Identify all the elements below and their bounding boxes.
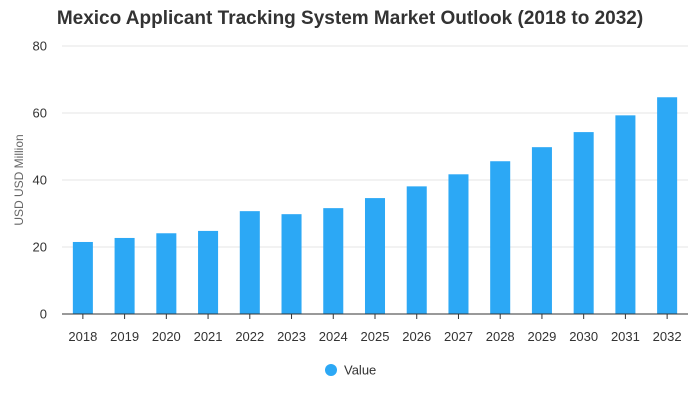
bar-2026[interactable] (406, 186, 427, 314)
bar-2019[interactable] (114, 237, 135, 314)
x-tick-label: 2022 (235, 329, 264, 344)
x-tick-label: 2030 (569, 329, 598, 344)
y-tick-label: 80 (33, 39, 47, 54)
bars (72, 97, 678, 314)
legend-label: Value (344, 363, 376, 378)
x-tick-label: 2029 (527, 329, 556, 344)
bar-2018[interactable] (72, 241, 93, 314)
legend-swatch (325, 364, 337, 376)
x-tick-label: 2027 (444, 329, 473, 344)
y-tick-label: 20 (33, 240, 47, 255)
bar-2023[interactable] (281, 214, 302, 314)
y-axis-title: USD USD Million (12, 134, 26, 225)
x-tick-label: 2026 (402, 329, 431, 344)
bar-2025[interactable] (364, 198, 386, 314)
tick-labels: 0 20 40 60 80 2018 2019 2020 2021 2022 2023 2024 202… (12, 39, 682, 345)
y-tick-label: 0 (40, 307, 47, 322)
bar-2030[interactable] (573, 132, 594, 314)
legend[interactable]: Value (325, 363, 376, 378)
bar-2020[interactable] (156, 233, 177, 314)
x-tick-label: 2018 (68, 329, 97, 344)
x-tick-label: 2020 (152, 329, 181, 344)
x-tick-label: 2025 (361, 329, 390, 344)
x-tick-label: 2032 (653, 329, 682, 344)
x-tick-label: 2021 (194, 329, 223, 344)
bar-2029[interactable] (531, 147, 552, 314)
bar-2027[interactable] (448, 174, 469, 314)
x-tick-label: 2023 (277, 329, 306, 344)
bar-2021[interactable] (198, 230, 219, 314)
bar-2032[interactable] (657, 97, 678, 314)
bar-2028[interactable] (490, 161, 511, 314)
bar-2024[interactable] (323, 208, 344, 314)
y-tick-label: 60 (33, 106, 47, 121)
chart-title: Mexico Applicant Tracking System Market … (56, 8, 644, 29)
x-tick-label: 2024 (319, 329, 348, 344)
x-tick-label: 2031 (611, 329, 640, 344)
bar-2031[interactable] (615, 115, 636, 314)
x-tick-label: 2019 (110, 329, 139, 344)
y-tick-label: 40 (33, 173, 47, 188)
bar-2022[interactable] (239, 211, 260, 314)
axes (62, 313, 688, 319)
x-tick-label: 2028 (486, 329, 515, 344)
